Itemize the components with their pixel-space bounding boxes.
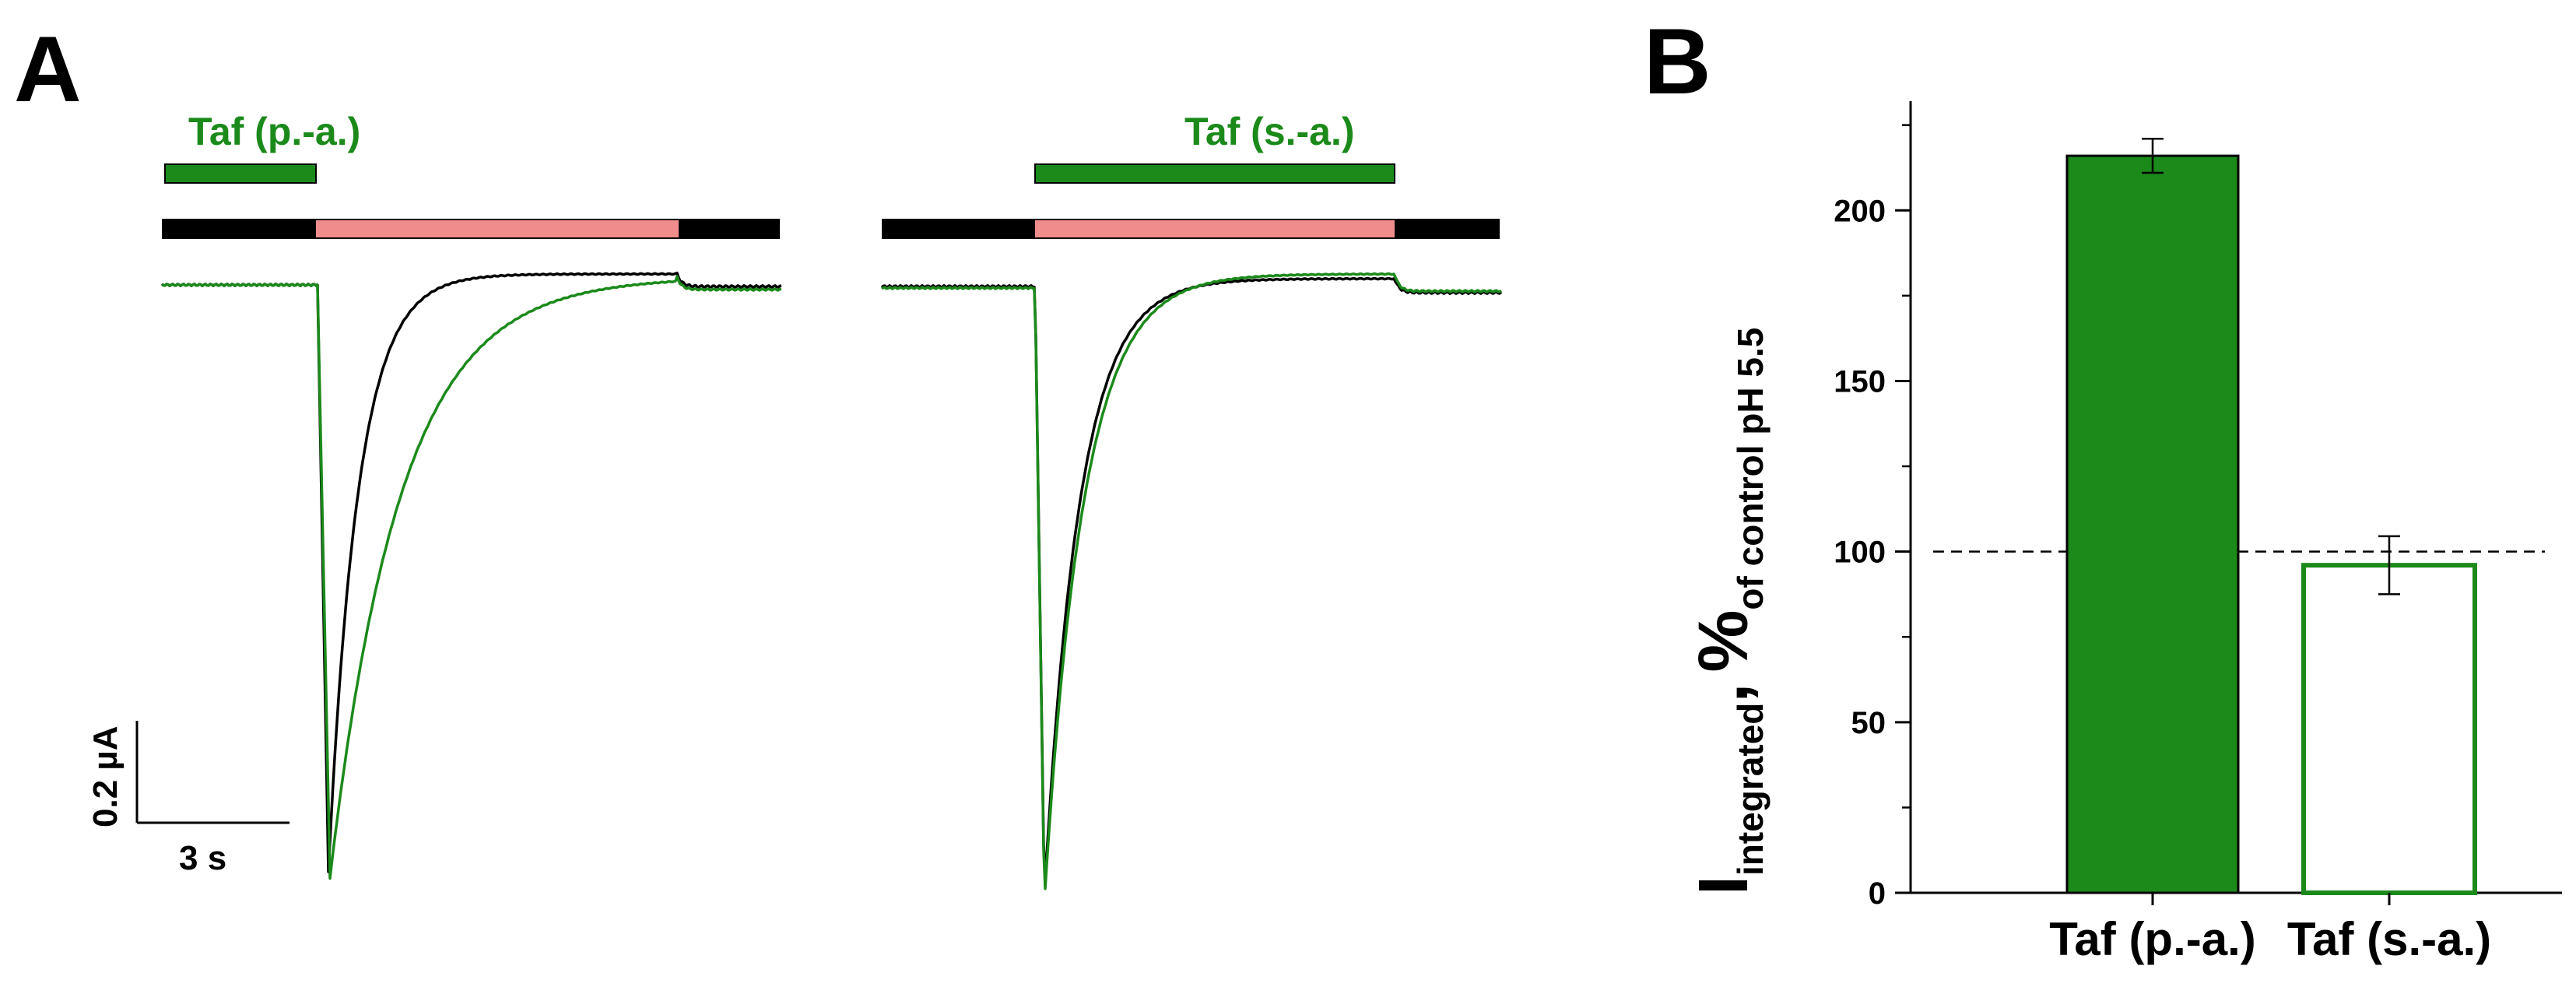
bar-1 — [2065, 154, 2240, 894]
panel-b-letter: B — [1644, 9, 1711, 114]
left-control-trace — [160, 272, 782, 873]
left-drug-label: Taf (p.-a.) — [188, 110, 360, 153]
right-recording: Taf (s.-a.) — [880, 110, 1503, 890]
y-tick-label: 100 — [1834, 536, 1886, 570]
left-recording: Taf (p.-a.) 0.2 µA 3 s — [86, 110, 782, 880]
right-drug-trace — [880, 272, 1503, 890]
left-drug-trace — [160, 275, 782, 880]
right-drug-label: Taf (s.-a.) — [1184, 110, 1355, 153]
bar-chart: 0 50 100 150 200 Taf (p.-a.) Taf (s.-a.) — [1834, 101, 2562, 965]
y-tick-label: 0 — [1869, 876, 1886, 911]
scale-bar-current-label: 0.2 µA — [86, 725, 125, 827]
right-drug-application-bar — [1034, 163, 1395, 184]
left-acid-application — [316, 220, 679, 237]
scale-bar: 0.2 µA 3 s — [86, 721, 290, 877]
y-tick-label: 200 — [1834, 194, 1886, 228]
y-tick-label: 50 — [1851, 706, 1886, 740]
right-control-trace — [880, 276, 1503, 883]
bar-2 — [2301, 563, 2477, 895]
y-axis-label-sub1: integrated — [1730, 703, 1771, 876]
y-axis-label-percent: % — [1685, 610, 1763, 673]
category-label-2: Taf (s.-a.) — [2287, 913, 2491, 965]
y-axis-label-main: I — [1685, 876, 1763, 895]
right-solution-bar — [882, 219, 1500, 239]
panel-a-letter: A — [14, 17, 82, 121]
scale-bar-time-label: 3 s — [179, 839, 226, 877]
left-solution-bar — [162, 219, 780, 239]
right-acid-application — [1035, 220, 1395, 237]
svg-text:Iintegrated,%of control pH 5.5: Iintegrated,%of control pH 5.5 — [1685, 328, 1771, 895]
y-axis-label: Iintegrated,%of control pH 5.5 — [1685, 328, 1771, 895]
y-tick-label: 150 — [1834, 364, 1886, 399]
y-axis-label-comma: , — [1685, 683, 1763, 703]
category-label-1: Taf (p.-a.) — [2049, 913, 2256, 965]
y-axis-label-sub2: of control pH 5.5 — [1730, 328, 1771, 610]
left-drug-application-bar — [164, 163, 317, 184]
